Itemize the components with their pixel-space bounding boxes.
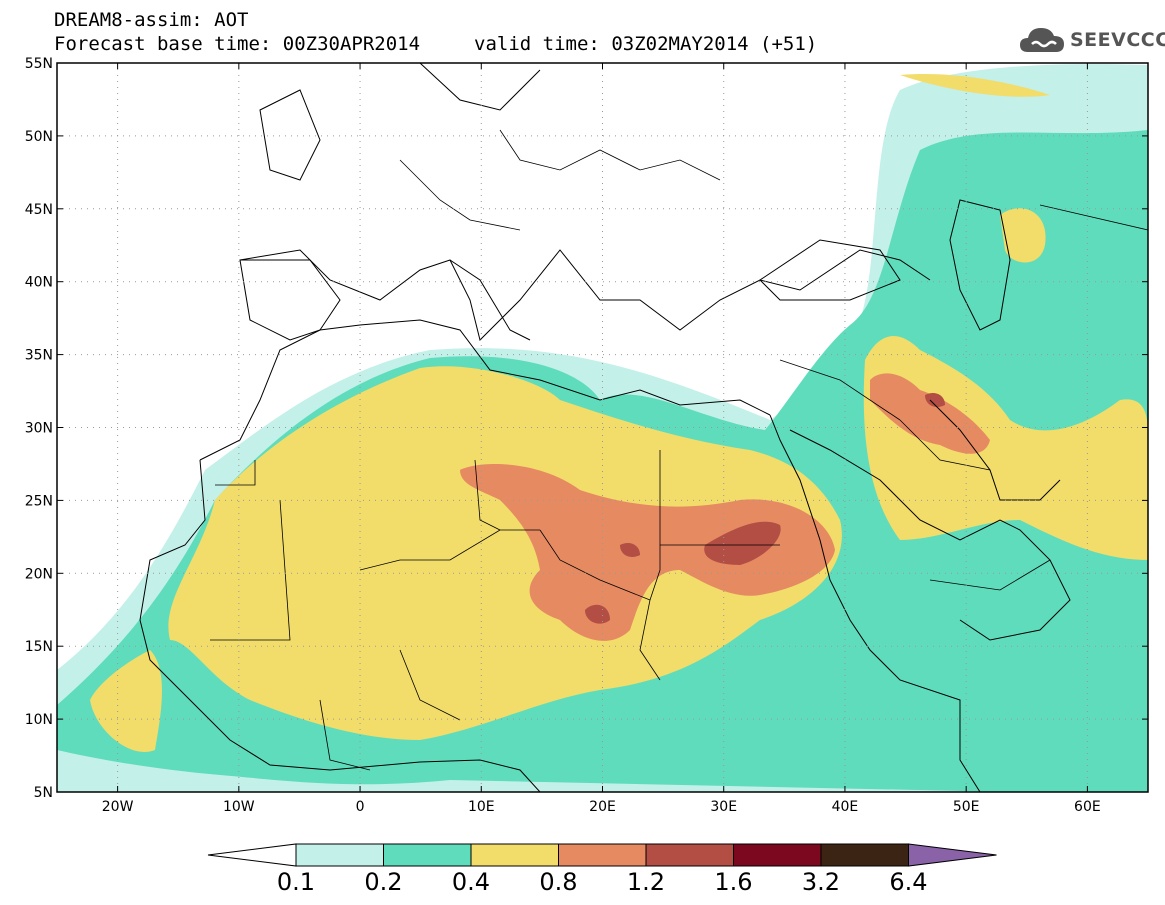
colorbar-swatch (470, 843, 559, 867)
lat-label: 45N (25, 202, 53, 218)
aot-contour-1.2-chad (585, 604, 610, 624)
lon-label: 10E (468, 799, 495, 815)
aot-contour-0.4-caspian (1000, 208, 1046, 263)
aot-contour-1.2-libya (620, 543, 640, 557)
lat-label: 10N (25, 712, 53, 728)
coast-italy (449, 259, 531, 341)
colorbar-label: 0.8 (539, 868, 577, 896)
lon-label: 50E (953, 799, 980, 815)
colorbar-swatch (295, 843, 384, 867)
coast-iberia (239, 259, 341, 341)
aot-contour-0.8-gulf (870, 373, 990, 454)
lat-label: 35N (25, 348, 53, 364)
colorbar-label: 1.6 (714, 868, 752, 896)
aot-contour-0.4 (168, 366, 842, 740)
coast-red-sea (769, 414, 981, 792)
lat-label: 20N (25, 566, 53, 582)
lon-label: 20E (589, 799, 616, 815)
base-time: Forecast base time: 00Z30APR2014 (54, 33, 421, 55)
aot-field (57, 64, 1148, 792)
coast-caspian (949, 199, 1011, 331)
cloud-icon (1020, 28, 1064, 52)
lat-label: 50N (25, 129, 53, 145)
lat-label: 55N (25, 56, 53, 72)
colorbar-label: 6.4 (889, 868, 927, 896)
colorbar-under-triangle (207, 843, 297, 867)
aot-contour-0.4-arabia (863, 336, 1148, 560)
lon-label: 10W (223, 799, 255, 815)
lat-label: 5N (34, 785, 53, 801)
forecast-times: Forecast base time: 00Z30APR2014 valid ti… (54, 34, 817, 54)
colorbar-swatch (733, 843, 822, 867)
lat-label: 25N (25, 493, 53, 509)
coast-africa (139, 459, 541, 792)
lon-label: 0 (356, 799, 365, 815)
coast-uk (259, 89, 321, 181)
lon-label: 40E (832, 799, 859, 815)
lat-label: 40N (25, 275, 53, 291)
logo-text: SEEVCCC (1070, 29, 1165, 51)
coast-arabia (789, 429, 1071, 641)
aot-contour-0.4-west (90, 650, 162, 752)
latitude-labels: 5N 10N 15N 20N 25N 30N 35N 40N 45N 50N 55N (25, 56, 53, 801)
colorbar-label: 0.4 (452, 868, 490, 896)
aot-contour-1.2-egypt (704, 521, 781, 565)
map-title: DREAM8-assim: AOT (54, 9, 249, 31)
aot-contour-0.4-uk (900, 74, 1050, 97)
axis-ticks (57, 62, 1148, 793)
country-borders (210, 129, 1148, 771)
colorbar-swatch (383, 843, 472, 867)
lat-label: 15N (25, 639, 53, 655)
aot-contour-1.2-iraq (925, 393, 945, 407)
coast-gulf (929, 399, 1061, 501)
colorbar-label: 1.2 (627, 868, 665, 896)
coast-black-sea (759, 239, 901, 301)
seevccc-logo: SEEVCCC (1018, 22, 1165, 58)
longitude-labels: 20W 10W 0 10E 20E 30E 40E 50E 60E (102, 799, 1101, 815)
coastlines (139, 63, 1071, 792)
colorbar-swatch (820, 843, 909, 867)
colorbar-over-triangle (908, 843, 997, 867)
lat-label: 30N (25, 421, 53, 437)
colorbar-label: 0.1 (277, 868, 315, 896)
colorbar: 0.1 0.2 0.4 0.8 1.2 1.6 3.2 6.4 (207, 843, 997, 896)
coast-scandinavia (419, 63, 541, 111)
coast-med-africa (199, 319, 771, 461)
colorbar-label: 3.2 (802, 868, 840, 896)
colorbar-label: 0.2 (364, 868, 402, 896)
colorbar-swatch (558, 843, 647, 867)
lon-label: 20W (102, 799, 134, 815)
valid-time: valid time: 03Z02MAY2014 (+51) (474, 33, 818, 55)
colorbar-swatch (645, 843, 734, 867)
coast-europe (239, 249, 931, 341)
lon-label: 30E (710, 799, 737, 815)
lon-label: 60E (1074, 799, 1101, 815)
aot-contour-0.8 (460, 464, 835, 641)
